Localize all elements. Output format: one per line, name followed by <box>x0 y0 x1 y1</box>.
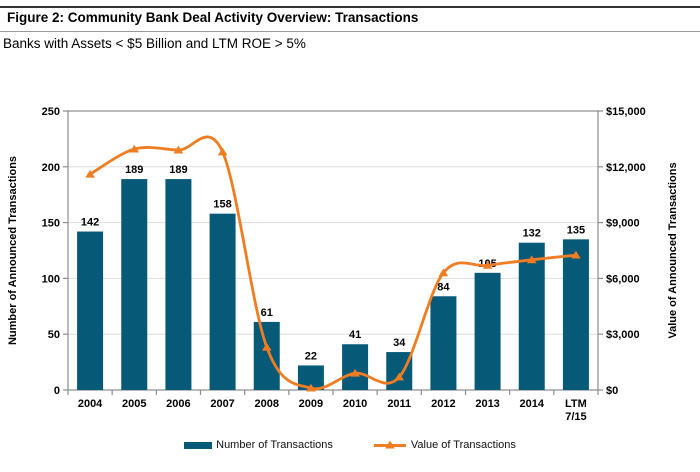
combo-chart: 0 $0 50 $3,000 100 $6,000 150 $9,000 200 $12,000 2… <box>7 106 679 423</box>
bar-value-label: 132 <box>523 228 541 240</box>
line-marker <box>526 255 537 264</box>
x-tick-label: 2008 <box>255 398 279 410</box>
bar-value-label: 189 <box>169 164 187 176</box>
legend-item-number-of-transactions: Number of Transactions <box>184 439 333 451</box>
bar <box>518 242 545 390</box>
line-series-swatch <box>373 440 406 449</box>
x-tick-label: 2004 <box>78 398 103 410</box>
line-marker <box>129 144 140 153</box>
top-rule <box>0 6 700 8</box>
x-tick-label: 2010 <box>343 398 367 410</box>
chart-legend: Number of Transactions Value of Transact… <box>0 439 700 451</box>
bar-value-label: 158 <box>213 199 231 211</box>
left-axis-tick-label: 150 <box>42 218 60 230</box>
bar <box>77 231 104 390</box>
line-swatch-triangle-marker <box>385 440 395 449</box>
left-axis-tick-label: 250 <box>42 106 60 118</box>
bar <box>562 239 589 390</box>
line-marker <box>571 250 581 259</box>
bar-value-label: 142 <box>81 217 99 229</box>
x-tick-label: 2005 <box>122 398 146 410</box>
x-tick-label: 2007 <box>210 398 234 410</box>
x-tick-label: 2009 <box>299 398 323 410</box>
x-tick-label: 2011 <box>387 398 411 410</box>
right-axis-tick-label: $12,000 <box>606 162 646 174</box>
bar-value-label: 135 <box>567 224 585 236</box>
line-marker <box>261 342 272 351</box>
right-axis-tick-label: $6,000 <box>606 273 640 285</box>
x-tick-label: 2014 <box>520 398 545 410</box>
bar <box>209 213 236 390</box>
bar <box>430 296 457 390</box>
line-marker <box>85 169 95 178</box>
figure-subtitle: Banks with Assets < $5 Billion and LTM R… <box>3 36 306 51</box>
left-axis-tick-label: 100 <box>42 273 60 285</box>
bar-value-label: 61 <box>261 307 273 319</box>
left-axis-tick-label: 200 <box>42 162 60 174</box>
line-marker <box>394 372 405 381</box>
bar <box>342 344 369 390</box>
header-divider <box>0 31 700 32</box>
right-axis-tick-label: $15,000 <box>606 106 646 118</box>
right-axis-title: Value of Announced Transactions <box>667 162 679 338</box>
bar-value-label: 84 <box>437 281 450 293</box>
legend-label-number: Number of Transactions <box>216 439 333 451</box>
left-axis-tick-label: 50 <box>48 329 60 341</box>
legend-label-value: Value of Transactions <box>410 439 516 451</box>
line-marker <box>482 260 493 269</box>
bar-value-label: 189 <box>125 164 143 176</box>
right-axis-tick-label: $3,000 <box>606 329 640 341</box>
x-tick-label: LTM <box>565 398 587 410</box>
plot-border <box>67 110 599 391</box>
bar-series-swatch <box>184 441 213 449</box>
bar <box>121 179 148 390</box>
figure-title: Figure 2: Community Bank Deal Activity O… <box>7 10 419 25</box>
right-axis-tick-label: $0 <box>606 385 618 397</box>
line-marker <box>306 383 316 392</box>
x-tick-label: 2012 <box>431 398 455 410</box>
line-marker <box>438 268 449 277</box>
left-axis-tick-label: 0 <box>54 385 60 397</box>
bar-value-label: 22 <box>305 350 317 362</box>
legend-item-value-of-transactions: Value of Transactions <box>373 439 516 451</box>
bar <box>253 321 280 390</box>
x-tick-label: 2006 <box>166 398 190 410</box>
bar-value-label: 41 <box>349 329 361 341</box>
left-axis-title: Number of Announced Transactions <box>7 156 19 345</box>
bar <box>165 179 192 390</box>
bar-value-label: 34 <box>393 337 406 349</box>
x-tick-label: 2013 <box>475 398 499 410</box>
line-marker <box>350 368 360 377</box>
x-tick-label: 7/15 <box>565 411 586 423</box>
line-marker <box>173 145 184 154</box>
line-marker <box>217 147 228 156</box>
right-axis-tick-label: $9,000 <box>606 218 640 230</box>
value-line <box>88 135 578 391</box>
bar <box>474 272 501 390</box>
